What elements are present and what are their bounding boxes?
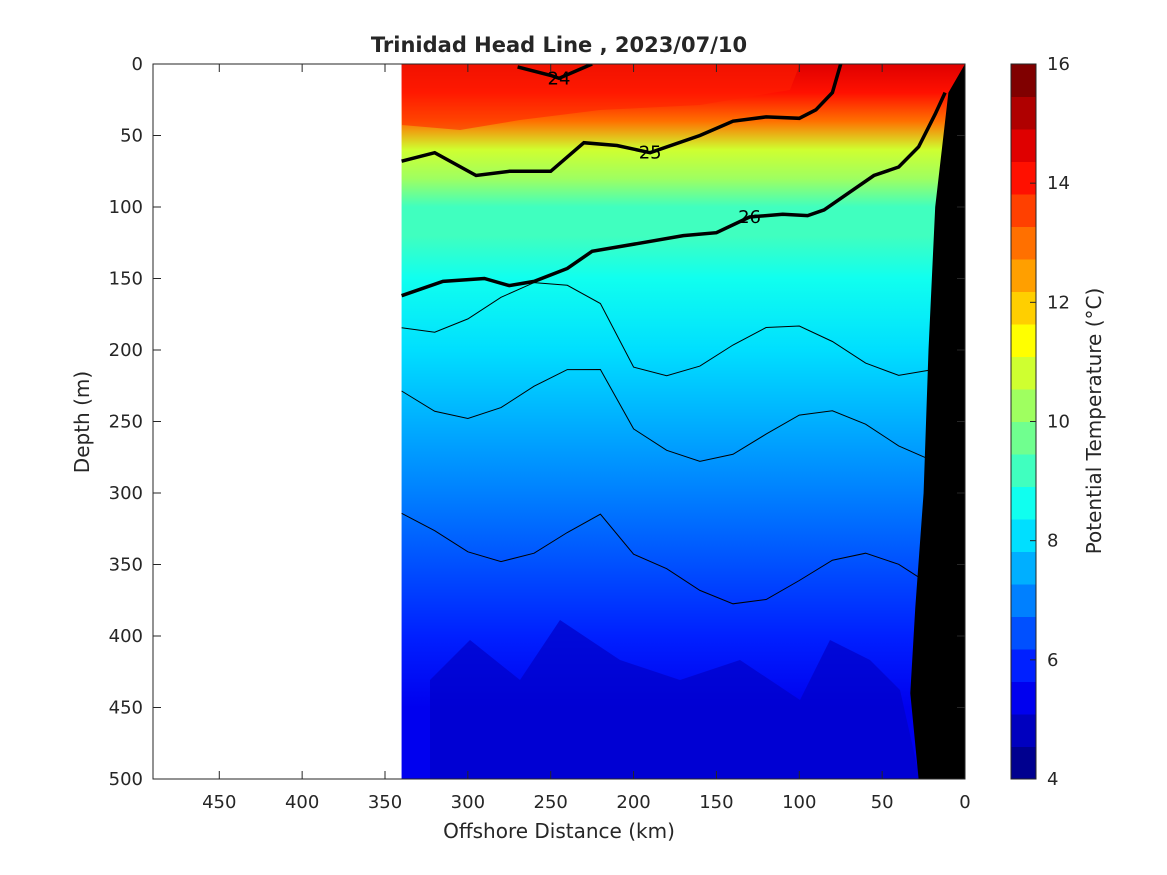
colorbar-segment [1011,519,1036,552]
colorbar-segment [1011,616,1036,650]
colorbar-segment [1011,454,1036,487]
y-tick-label: 250 [109,412,143,433]
x-tick-label: 100 [782,792,816,813]
contour-24 [517,64,593,81]
y-tick-label: 0 [132,54,143,75]
colorbar-tick-label: 16 [1047,54,1070,75]
colorbar-segment [1011,291,1036,325]
density-contours: 24 25 26 [401,64,947,605]
colorbar-segment [1011,356,1036,390]
x-tick-label: 400 [285,792,319,813]
colorbar-segment [1011,389,1036,422]
y-axis-label: Depth (m) [70,371,94,473]
chart-title: Trinidad Head Line , 2023/07/10 [371,33,747,57]
x-tick-label: 450 [202,792,236,813]
colorbar-tick-label: 10 [1047,412,1070,433]
x-axis: 450 400 350 300 250 200 150 100 50 0 [202,64,971,813]
y-tick-label: 400 [109,626,143,647]
colorbar-segment [1011,161,1036,195]
colorbar-segment [1011,421,1036,455]
y-axis: 0 50 100 150 200 250 300 350 400 450 500 [109,54,965,790]
x-tick-label: 300 [451,792,485,813]
x-tick-label: 150 [699,792,733,813]
thin-contour [401,512,933,605]
x-tick-label: 0 [959,792,970,813]
colorbar-tick-label: 8 [1047,531,1058,552]
colorbar-segment [1011,226,1036,260]
thin-contour [401,368,933,462]
colorbar-label: Potential Temperature (°C) [1082,288,1106,555]
x-tick-label: 350 [368,792,402,813]
colorbar-segment [1011,681,1036,715]
deep-cold-core [430,620,920,779]
x-tick-label: 250 [534,792,568,813]
contour-label-25: 25 [639,143,662,164]
y-tick-label: 350 [109,555,143,576]
colorbar-segment [1011,194,1036,227]
y-tick-label: 500 [109,769,143,790]
contour-26 [401,91,947,298]
colorbar-segment [1011,649,1036,682]
x-tick-label: 50 [871,792,894,813]
colorbar-tick-label: 12 [1047,292,1070,313]
colorbar-segment [1011,746,1036,780]
y-tick-label: 150 [109,269,143,290]
colorbar-tick-label: 6 [1047,650,1058,671]
x-tick-label: 200 [616,792,650,813]
colorbar-segment [1011,64,1036,97]
colorbar-segment [1011,584,1036,617]
colorbar [1010,63,1037,780]
y-tick-label: 200 [109,340,143,361]
colorbar-tick-label: 14 [1047,173,1070,194]
colorbar-tick-label: 4 [1047,769,1058,790]
temperature-field [401,64,965,779]
contour-label-26: 26 [738,207,761,228]
colorbar-segment [1011,324,1036,357]
y-tick-label: 300 [109,483,143,504]
contour-label-24: 24 [548,68,571,89]
x-axis-label: Offshore Distance (km) [443,819,675,843]
plot-area: 24 25 26 [153,64,965,779]
colorbar-segment [1011,96,1036,130]
sea-floor [910,64,965,779]
colorbar-segment [1011,486,1036,520]
colorbar-segment [1011,551,1036,585]
y-tick-label: 450 [109,698,143,719]
y-tick-label: 50 [120,126,143,147]
thin-contour [401,282,932,377]
warm-surface-core [402,64,800,130]
colorbar-ticks: 4 6 8 10 12 14 16 [1030,54,1070,790]
colorbar-segment [1011,714,1036,747]
colorbar-segment [1011,259,1036,292]
colorbar-segment [1011,129,1036,162]
contour-25 [401,64,843,178]
y-tick-label: 100 [109,197,143,218]
